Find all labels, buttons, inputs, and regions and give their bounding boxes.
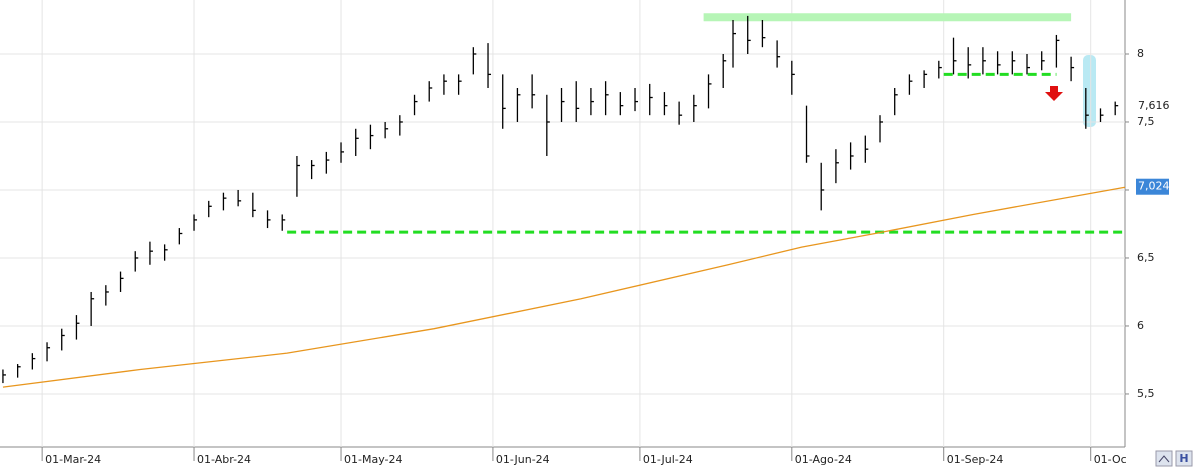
price-label: 7,616 [1138, 99, 1170, 112]
x-tick-label: 01-Ago-24 [795, 453, 852, 466]
y-tick-label: 5,5 [1137, 387, 1155, 400]
x-tick-label: 01-May-24 [344, 453, 402, 466]
price-tag [1136, 98, 1169, 115]
highlight [1083, 55, 1096, 127]
y-tick-label: 8 [1137, 47, 1144, 60]
x-tick-label: 01-Jun-24 [496, 453, 550, 466]
moving-average [2, 186, 1126, 388]
x-tick-label: 01-Sep-24 [947, 453, 1004, 466]
price-tag [1136, 178, 1169, 195]
down-arrow [1045, 86, 1063, 101]
x-tick-label: 01-Abr-24 [197, 453, 251, 466]
y-tick-label: 6 [1137, 319, 1144, 332]
y-tick-label: 7,5 [1137, 115, 1155, 128]
y-tick-label: 6,5 [1137, 251, 1155, 264]
x-tick-label: 01-Oc [1094, 453, 1127, 466]
icon [1158, 455, 1170, 463]
icon-button[interactable] [1175, 450, 1193, 467]
icon-button[interactable] [1155, 450, 1173, 467]
icon: H [1179, 452, 1188, 465]
x-tick-label: 01-Mar-24 [45, 453, 101, 466]
x-tick-label: 01-Jul-24 [643, 453, 693, 466]
price-label: 7,024 [1138, 180, 1170, 193]
plot [0, 0, 1126, 447]
